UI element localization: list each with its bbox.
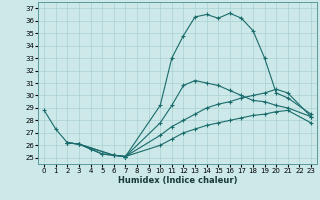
- X-axis label: Humidex (Indice chaleur): Humidex (Indice chaleur): [118, 176, 237, 185]
